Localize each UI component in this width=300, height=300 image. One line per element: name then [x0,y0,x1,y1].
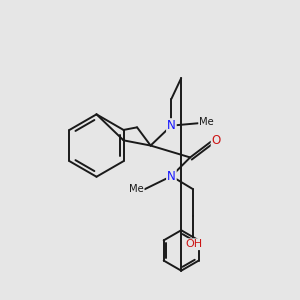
Text: Me: Me [129,184,144,194]
Text: N: N [167,119,176,132]
Text: OH: OH [185,239,202,249]
Text: N: N [167,170,176,183]
Text: O: O [212,134,221,147]
Text: Me: Me [199,117,214,127]
